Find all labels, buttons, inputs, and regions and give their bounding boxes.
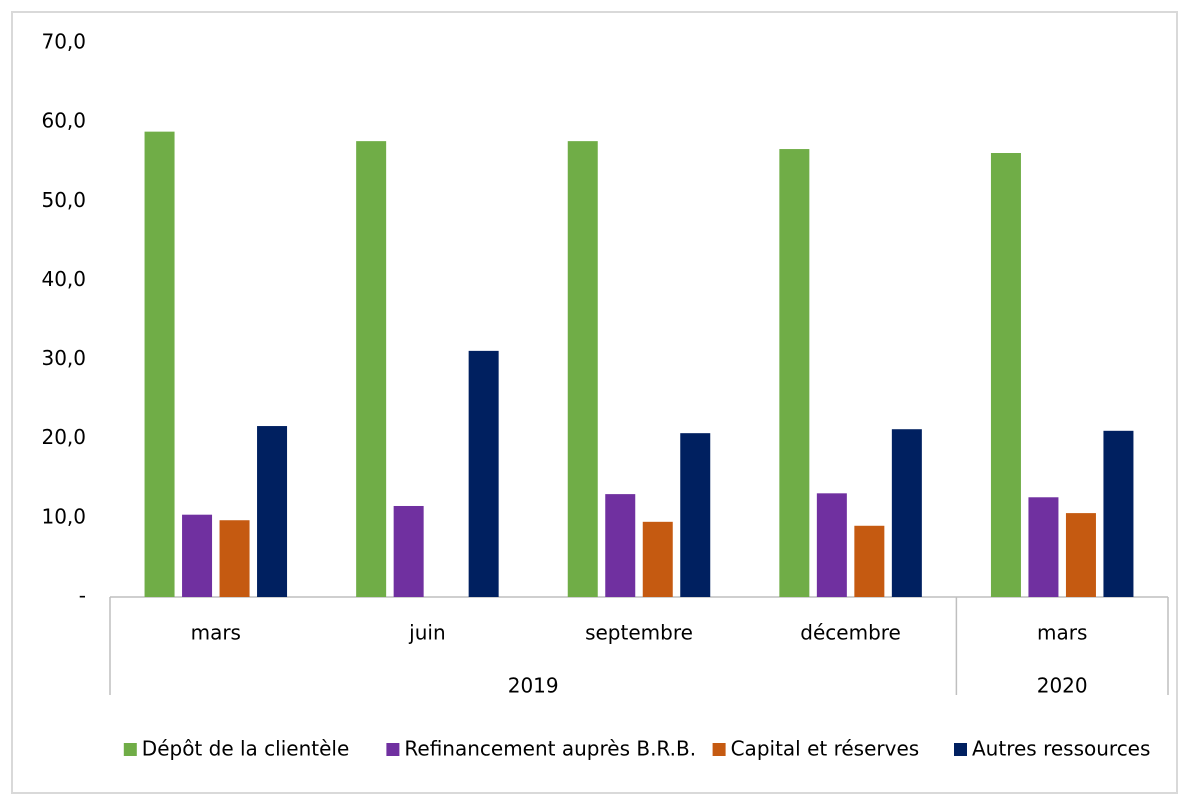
x-tick-label: décembre [800,621,901,645]
bar [182,514,213,597]
bar [605,494,636,597]
y-tick-label: - [79,584,86,608]
bar [854,525,885,597]
bar [642,521,673,597]
x-tick-label: juin [408,621,445,645]
bar [144,131,175,597]
legend-swatch [712,743,726,756]
x-tick-label: mars [1037,621,1087,645]
y-tick-label: 20,0 [41,425,86,449]
bar [567,141,598,597]
x-tick-label: septembre [585,621,693,645]
bar [1028,497,1059,597]
x-group-label: 2019 [508,674,559,698]
legend-label: Refinancement auprès B.R.B. [404,737,696,761]
legend-label: Capital et réserves [731,737,920,761]
bar [680,433,711,597]
legend-swatch [386,743,400,756]
bar [257,426,288,597]
bar [816,493,847,597]
legend-label: Autres ressources [972,737,1150,761]
y-tick-label: 70,0 [41,30,86,54]
bar [393,505,424,597]
bar [1103,430,1134,597]
bar [990,153,1021,597]
bar [1065,513,1096,597]
x-group-label: 2020 [1037,674,1088,698]
y-tick-label: 10,0 [41,504,86,528]
legend-swatch [123,743,137,756]
bar [468,350,499,597]
bar [219,520,250,597]
y-tick-label: 60,0 [41,109,86,133]
bar [356,141,387,597]
legend-label: Dépôt de la clientèle [142,737,349,761]
bar [891,429,922,597]
bar [779,149,810,597]
y-tick-label: 30,0 [41,346,86,370]
y-tick-label: 40,0 [41,267,86,291]
legend-swatch [954,743,967,756]
y-tick-label: 50,0 [41,188,86,212]
x-tick-label: mars [191,621,241,645]
